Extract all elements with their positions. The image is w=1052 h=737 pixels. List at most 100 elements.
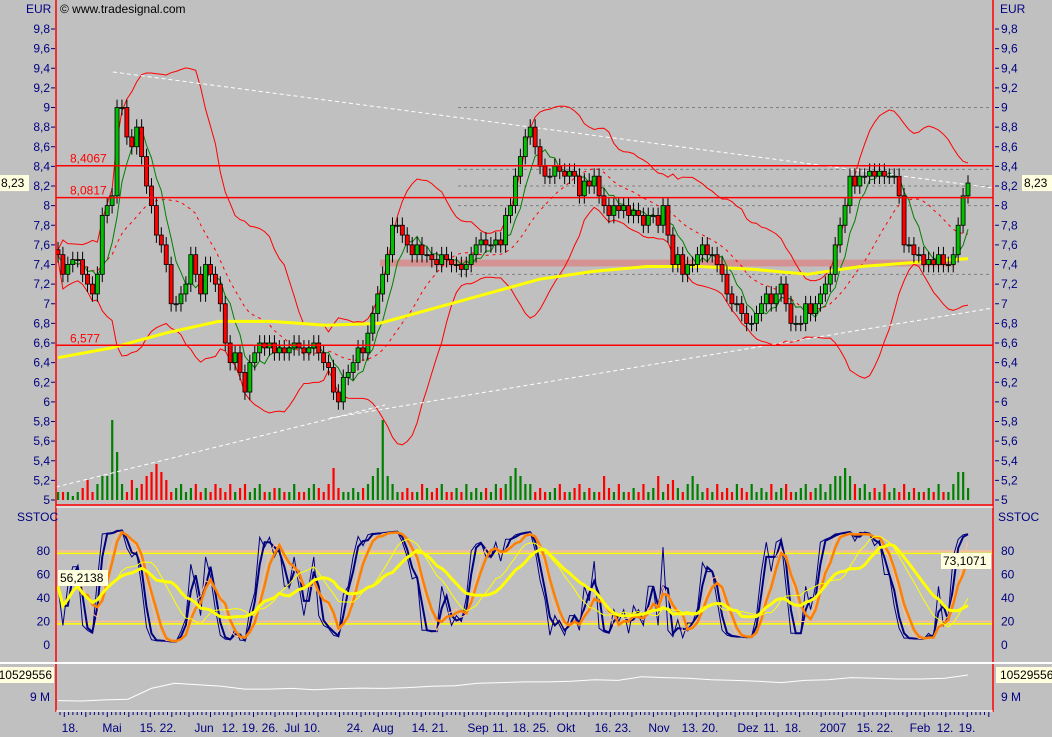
- candle-body: [355, 347, 361, 364]
- price-tick-label-left: 8,6: [33, 140, 50, 154]
- candle-body: [832, 244, 838, 275]
- candle-body: [808, 303, 813, 314]
- volume-bar: [484, 488, 488, 500]
- volume-bar: [657, 476, 660, 500]
- volume-bar: [878, 492, 881, 500]
- volume-bar: [844, 468, 847, 500]
- price-tick-label-left: 8,8: [33, 120, 50, 134]
- price-tick-label-left: 7,4: [33, 258, 50, 272]
- volume-bar: [701, 492, 704, 500]
- candle-body: [729, 293, 735, 305]
- price-tick-label-left: 7,8: [33, 218, 50, 232]
- trendline: [55, 404, 386, 488]
- candle-body: [217, 283, 223, 305]
- volume-bar: [445, 492, 448, 500]
- candle-body: [695, 254, 700, 265]
- candle-body: [965, 182, 971, 197]
- candle-body: [857, 175, 863, 187]
- volume-bar: [912, 488, 916, 500]
- date-tick-label: 12.: [222, 721, 239, 735]
- candle-body: [208, 264, 213, 275]
- candle-body: [60, 254, 66, 275]
- price-tick-label-left: 6,8: [33, 316, 50, 330]
- last-price-label-right: 8,23: [1024, 176, 1048, 190]
- volume-bar: [917, 492, 921, 500]
- volume-bar: [834, 476, 837, 500]
- candle-body: [877, 170, 882, 177]
- candle-body: [793, 322, 799, 325]
- candle-body: [444, 254, 449, 260]
- volume-bar: [529, 484, 532, 500]
- candle-body: [872, 170, 877, 177]
- price-tick-label-right: 9,4: [1001, 61, 1018, 75]
- candle-body: [119, 107, 125, 109]
- stochastic-fast: [57, 529, 969, 643]
- moving-average-long: [57, 257, 969, 360]
- candle-body: [134, 126, 140, 148]
- candle-body: [714, 254, 720, 265]
- volume-bar: [745, 492, 748, 500]
- date-tick-label: Mai: [102, 721, 121, 735]
- candle-body: [911, 244, 917, 256]
- candle-body: [675, 254, 681, 265]
- candle-body: [636, 210, 641, 216]
- oscillator-title-left: SSTOC: [17, 510, 58, 524]
- volume-bar: [381, 420, 384, 500]
- candle-body: [891, 175, 897, 178]
- volume-bar: [489, 492, 493, 500]
- volume-bar: [283, 492, 286, 500]
- candle-body: [370, 313, 376, 334]
- volume-bar: [165, 480, 168, 500]
- candle-body: [237, 352, 243, 373]
- candle-body: [827, 273, 833, 285]
- candle-body: [399, 224, 405, 236]
- volume-bar: [898, 492, 901, 500]
- candle-body: [842, 205, 848, 226]
- volume-bar: [967, 488, 970, 500]
- volume-bar: [480, 492, 483, 500]
- volume-bar: [470, 492, 473, 500]
- candle-body: [749, 322, 754, 325]
- candle-body: [493, 239, 499, 246]
- candle-body: [788, 303, 794, 324]
- volume-bar: [298, 492, 301, 500]
- oscillator-tick-label-right: 20: [1001, 615, 1015, 629]
- volume-bar: [794, 492, 798, 500]
- volume-bar: [627, 492, 630, 500]
- candle-body: [626, 205, 631, 216]
- volume-bar: [563, 492, 566, 500]
- volume-bar: [558, 484, 561, 500]
- candle-body: [173, 303, 179, 306]
- volume-bar: [179, 484, 183, 500]
- candle-body: [655, 215, 661, 226]
- price-tick-label-left: 7,2: [33, 277, 50, 291]
- candle-body: [754, 313, 759, 324]
- volume-bar: [411, 492, 414, 500]
- candle-body: [193, 254, 199, 275]
- volume-bar: [617, 484, 620, 500]
- candle-body: [522, 136, 528, 157]
- date-tick-label: 22.: [877, 721, 894, 735]
- volume-bar: [361, 488, 365, 500]
- volume-bar: [258, 484, 261, 500]
- price-tick-label-right: 7,6: [1001, 238, 1018, 252]
- price-tick-label-right: 9,2: [1001, 81, 1018, 95]
- candle-body: [931, 259, 936, 265]
- candle-body: [547, 175, 553, 178]
- volume-bar: [799, 488, 802, 500]
- volume-bar: [858, 488, 861, 500]
- price-tick-label-left: 6,2: [33, 375, 50, 389]
- candle-body: [896, 175, 902, 197]
- candle-body: [124, 107, 130, 138]
- candle-body: [331, 367, 336, 393]
- volume-bar: [342, 492, 345, 500]
- candle-body: [901, 195, 907, 246]
- volume-bar: [573, 488, 576, 500]
- volume-bar: [603, 476, 606, 500]
- date-tick-label: Aug: [372, 721, 393, 735]
- candle-body: [139, 126, 145, 157]
- volume-bar: [863, 484, 866, 500]
- volume-bar: [130, 480, 133, 500]
- candle-body: [680, 254, 686, 275]
